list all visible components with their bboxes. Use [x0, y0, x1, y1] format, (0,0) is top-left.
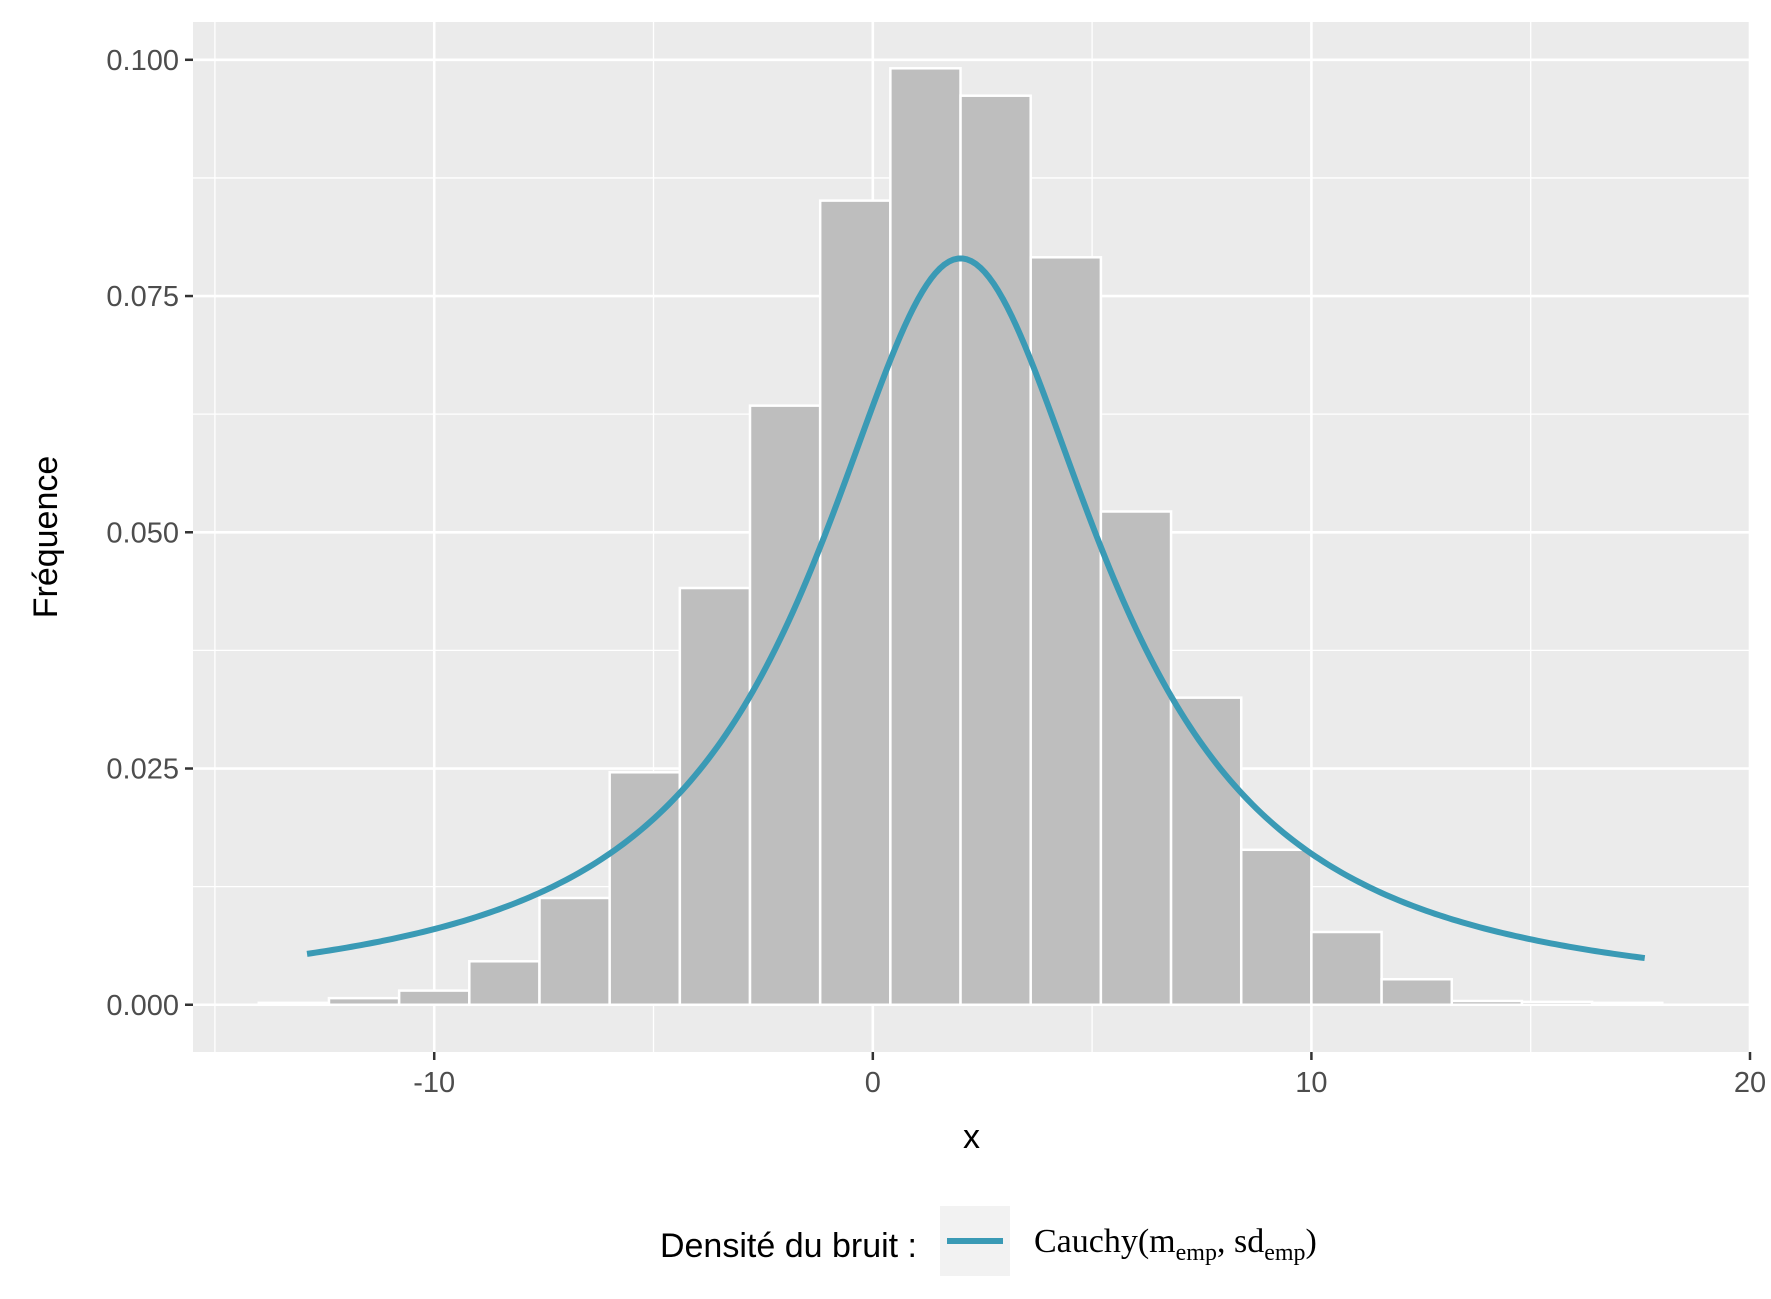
- histogram-bar: [1099, 510, 1173, 1007]
- x-axis-title: x: [963, 1118, 980, 1156]
- histogram-bar: [1450, 999, 1524, 1007]
- legend-entry-label: Cauchy(memp, sdemp): [1034, 1223, 1317, 1266]
- legend-entry-suffix: ): [1306, 1223, 1317, 1260]
- histogram-bar: [1029, 256, 1103, 1007]
- legend-title: Densité du bruit :: [660, 1227, 917, 1265]
- histogram-bar: [1310, 930, 1383, 1007]
- legend-entry-sub1: emp: [1176, 1240, 1217, 1266]
- y-tick-label: 0.100: [106, 45, 179, 77]
- histogram-bar: [1520, 1000, 1594, 1007]
- density-line: [306, 255, 1646, 962]
- histogram-bar: [468, 960, 541, 1007]
- x-axis-ticks: -10 0 10 20: [413, 1052, 1766, 1099]
- y-tick-label: 0.000: [106, 990, 179, 1022]
- legend: Densité du bruit : Cauchy(memp, sdemp): [660, 1206, 1317, 1276]
- histogram-bar: [608, 771, 682, 1007]
- histogram-bar: [959, 94, 1032, 1007]
- y-tick-label: 0.050: [106, 517, 179, 549]
- y-tick-label: 0.025: [106, 754, 179, 786]
- histogram-bar: [678, 586, 752, 1007]
- y-axis-ticks: 0.000 0.025 0.050 0.075 0.100: [106, 45, 193, 1022]
- x-tick-label: 10: [1295, 1067, 1327, 1099]
- histogram-bar: [257, 1001, 331, 1007]
- legend-entry-prefix: Cauchy(m: [1034, 1223, 1176, 1260]
- x-tick-label: 0: [865, 1067, 881, 1099]
- histogram-bar: [327, 996, 401, 1007]
- x-tick-label: -10: [413, 1067, 455, 1099]
- histogram-bar: [818, 199, 892, 1007]
- histogram-bar: [1169, 696, 1243, 1007]
- density-lines: [306, 255, 1646, 962]
- x-tick-label: 20: [1734, 1067, 1766, 1099]
- histogram-bar: [538, 896, 611, 1007]
- legend-entry-mid: , sd: [1217, 1223, 1264, 1260]
- histogram-bar: [1590, 1001, 1664, 1007]
- histogram-bars: [257, 67, 1664, 1007]
- legend-entry-sub2: emp: [1264, 1240, 1305, 1266]
- histogram-bar: [748, 404, 822, 1007]
- y-tick-label: 0.075: [106, 281, 179, 313]
- histogram-bar: [1380, 977, 1454, 1007]
- y-axis-title: Fréquence: [27, 456, 65, 619]
- histogram-bar: [397, 989, 471, 1007]
- histogram-bar: [889, 67, 962, 1007]
- histogram-bar: [1239, 848, 1313, 1007]
